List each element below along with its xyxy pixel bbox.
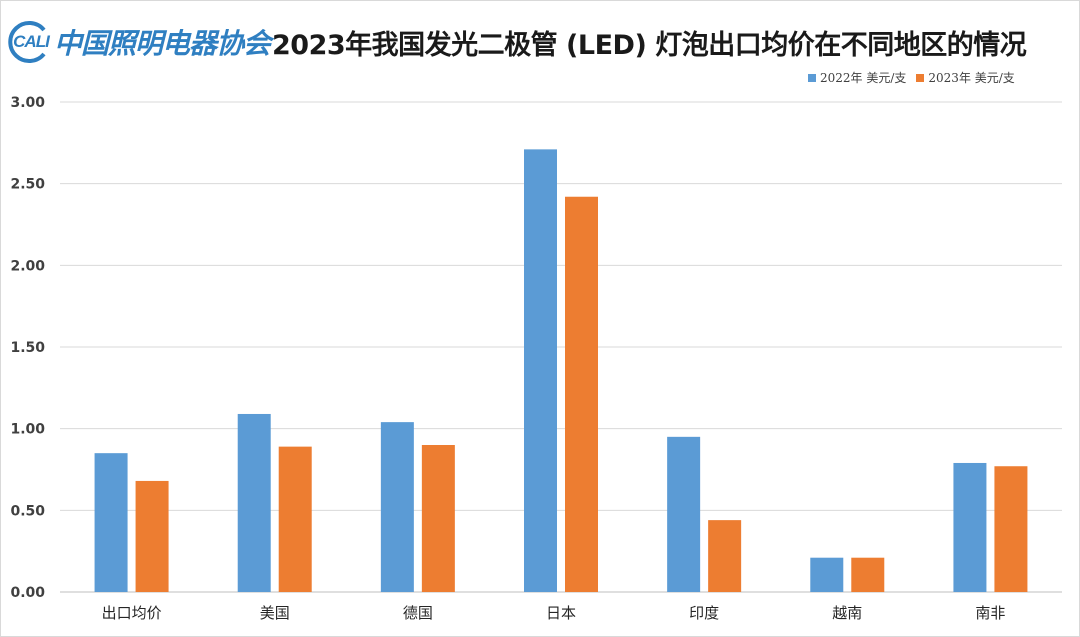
- bar-2023: [708, 520, 742, 592]
- bar-2023: [851, 557, 885, 592]
- x-tick-label: 美国: [260, 604, 290, 622]
- legend-label-2022: 2022年 美元/支: [820, 71, 907, 85]
- chart-legend: 2022年 美元/支 2023年 美元/支: [808, 69, 1025, 86]
- x-tick-label: 德国: [403, 604, 433, 622]
- chart-title: 2023年我国发光二极管 (LED) 灯泡出口均价在不同地区的情况: [272, 29, 1027, 61]
- y-tick-label: 1.00: [10, 422, 45, 438]
- org-name: 中国照明电器协会: [54, 27, 271, 60]
- cali-logo: CALI: [6, 20, 50, 64]
- y-tick-label: 1.50: [10, 340, 45, 356]
- x-tick-label: 印度: [689, 604, 719, 622]
- x-tick-label: 日本: [546, 604, 576, 622]
- x-tick-label: 越南: [832, 604, 862, 622]
- bar-2022: [94, 453, 128, 592]
- legend-label-2023: 2023年 美元/支: [928, 71, 1015, 85]
- bar-2022: [380, 422, 414, 592]
- x-tick-label: 出口均价: [102, 604, 162, 622]
- legend-swatch-2023: [916, 73, 925, 82]
- legend-swatch-2022: [808, 73, 816, 82]
- bar-2023: [994, 466, 1028, 592]
- bar-2022: [524, 149, 557, 592]
- x-tick-label: 南非: [975, 604, 1005, 622]
- logo-text: CALI: [13, 32, 50, 51]
- bar-2023: [135, 480, 169, 592]
- y-tick-label: 2.00: [10, 258, 45, 274]
- y-tick-label: 0.00: [10, 585, 45, 601]
- bar-2022: [667, 436, 701, 592]
- bar-2022: [237, 413, 271, 592]
- bar-2023: [421, 445, 455, 592]
- bar-2023: [565, 196, 598, 592]
- bar-2022: [810, 557, 844, 592]
- legend-item-2022: 2022年 美元/支: [808, 69, 906, 86]
- y-tick-label: 0.50: [10, 503, 45, 519]
- bar-2023: [278, 446, 312, 592]
- legend-item-2023: 2023年 美元/支: [916, 69, 1015, 86]
- y-tick-label: 2.50: [10, 177, 45, 193]
- y-tick-label: 3.00: [10, 95, 45, 111]
- bar-2022: [953, 462, 987, 592]
- chart-header: CALI 中国照明电器协会 2023年我国发光二极管 (LED) 灯泡出口均价在…: [6, 14, 1027, 70]
